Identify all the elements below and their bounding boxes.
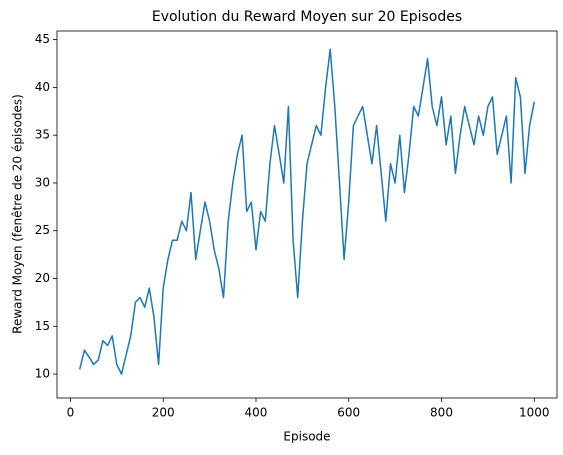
y-tick-label: 20 [35,271,50,285]
y-tick-label: 45 [35,32,50,46]
x-axis-label: Episode [283,430,330,444]
y-axis-label: Reward Moyen (fenêtre de 20 épisodes) [11,94,25,334]
chart-title: Evolution du Reward Moyen sur 20 Episode… [152,9,462,25]
y-tick-label: 40 [35,80,50,94]
y-tick-label: 30 [35,175,50,189]
x-tick-label: 600 [337,406,360,420]
x-tick-label: 200 [152,406,175,420]
y-tick-label: 10 [35,367,50,381]
x-tick-label: 0 [67,406,75,420]
plot-frame [56,30,558,399]
x-tick-label: 400 [245,406,268,420]
x-tick-label: 800 [430,406,453,420]
line [78,48,536,375]
y-tick-label: 25 [35,223,50,237]
y-tick-label: 35 [35,128,50,142]
y-tick-label: 15 [35,319,50,333]
x-tick-label: 1000 [519,406,550,420]
